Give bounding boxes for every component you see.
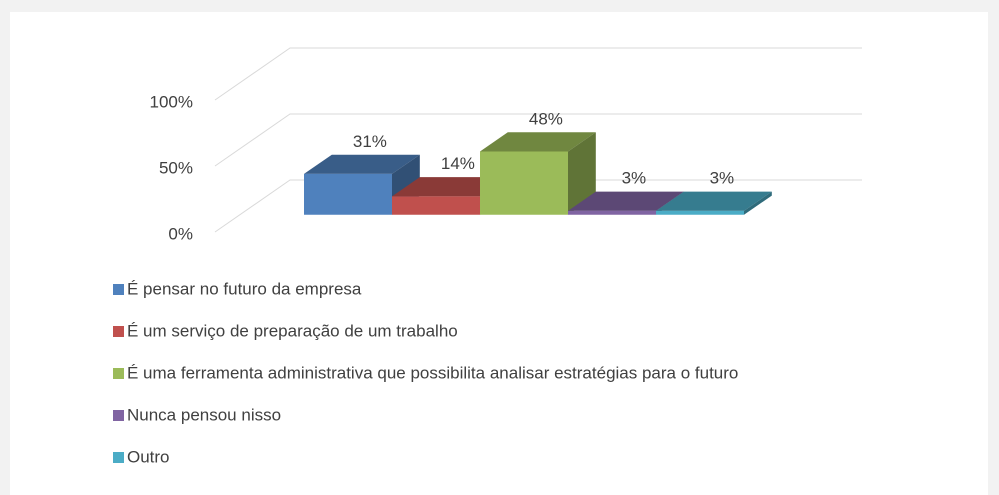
legend-label: Outro xyxy=(127,447,170,466)
chart-area xyxy=(10,12,988,495)
bar-side xyxy=(568,132,596,215)
bar-side xyxy=(744,191,772,215)
bar-front xyxy=(656,210,744,215)
bar-top xyxy=(392,177,508,197)
bar-front xyxy=(392,196,480,215)
bar-top xyxy=(656,191,772,211)
value-label: 31% xyxy=(353,132,387,151)
legend-label: É um serviço de preparação de um trabalh… xyxy=(127,321,458,340)
legend-swatch xyxy=(113,284,124,295)
value-label: 14% xyxy=(441,154,475,173)
bar-top xyxy=(568,191,684,211)
y-tick-label: 0% xyxy=(168,224,193,243)
legend-swatch xyxy=(113,326,124,337)
legend-label: É uma ferramenta administrativa que poss… xyxy=(127,363,738,382)
bar-front xyxy=(568,210,656,215)
bar-top xyxy=(304,154,420,174)
legend-swatch xyxy=(113,368,124,379)
bar-front xyxy=(480,151,568,215)
legend-label: Nunca pensou nisso xyxy=(127,405,281,424)
value-label: 48% xyxy=(529,109,563,128)
value-label: 3% xyxy=(622,169,647,188)
legend-swatch xyxy=(113,410,124,421)
legend-swatch xyxy=(113,452,124,463)
legend-label: É pensar no futuro da empresa xyxy=(127,279,362,298)
bar-top xyxy=(480,132,596,152)
grid-line xyxy=(214,47,862,101)
y-tick-label: 50% xyxy=(159,158,193,177)
y-tick-label: 100% xyxy=(150,92,193,111)
bar-front xyxy=(304,173,392,215)
grid-line xyxy=(214,179,862,233)
value-label: 3% xyxy=(710,169,735,188)
grid-line xyxy=(214,113,862,167)
